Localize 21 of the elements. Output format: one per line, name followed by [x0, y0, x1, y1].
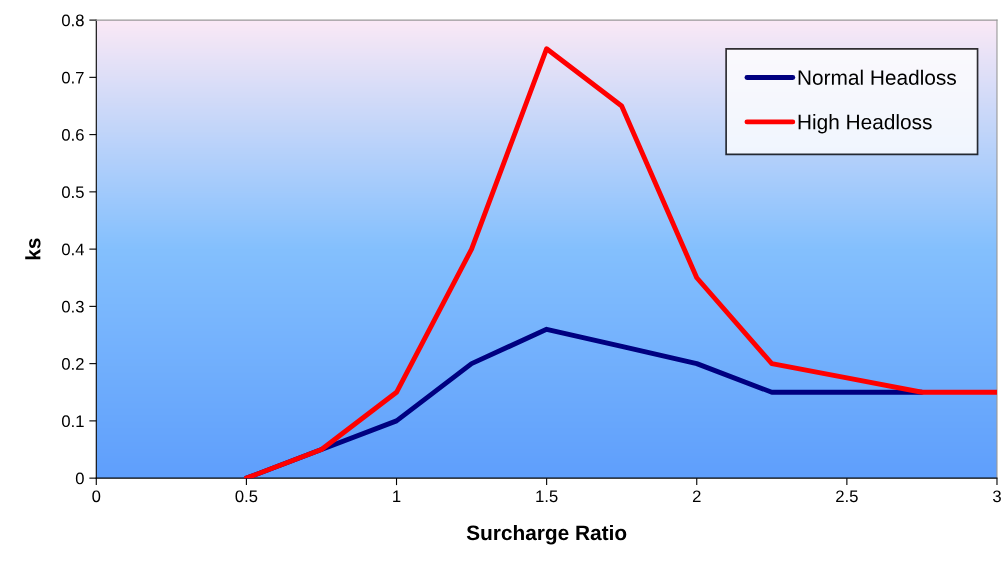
y-tick-label: 0.4	[61, 243, 84, 256]
y-tick-label: 0.1	[61, 415, 84, 428]
y-tick-label: 0.6	[61, 129, 84, 141]
y-axis-title: ks	[25, 238, 41, 260]
x-tick-label: 0.5	[235, 490, 258, 503]
x-tick-label: 2.5	[836, 490, 858, 503]
y-tick-label: 0.7	[61, 71, 84, 84]
x-tick-label: 1.5	[536, 490, 558, 503]
y-tick-label: 0	[75, 472, 84, 485]
x-tick-label: 0	[92, 490, 101, 503]
line-series	[243, 46, 997, 479]
y-tick-label: 0.2	[61, 358, 84, 370]
x-tick-label: 2	[692, 490, 701, 503]
x-tick-label: 3	[992, 490, 1001, 503]
legend-label: Normal Headloss	[798, 69, 956, 85]
y-tick-label: 0.5	[61, 186, 84, 199]
y-tick-label: 0.3	[61, 300, 84, 313]
legend-label: High Headloss	[798, 114, 932, 134]
x-axis-title: Surcharge Ratio	[466, 524, 627, 545]
y-tick-label: 0.8	[61, 14, 84, 27]
x-tick-label: 1	[393, 490, 401, 503]
